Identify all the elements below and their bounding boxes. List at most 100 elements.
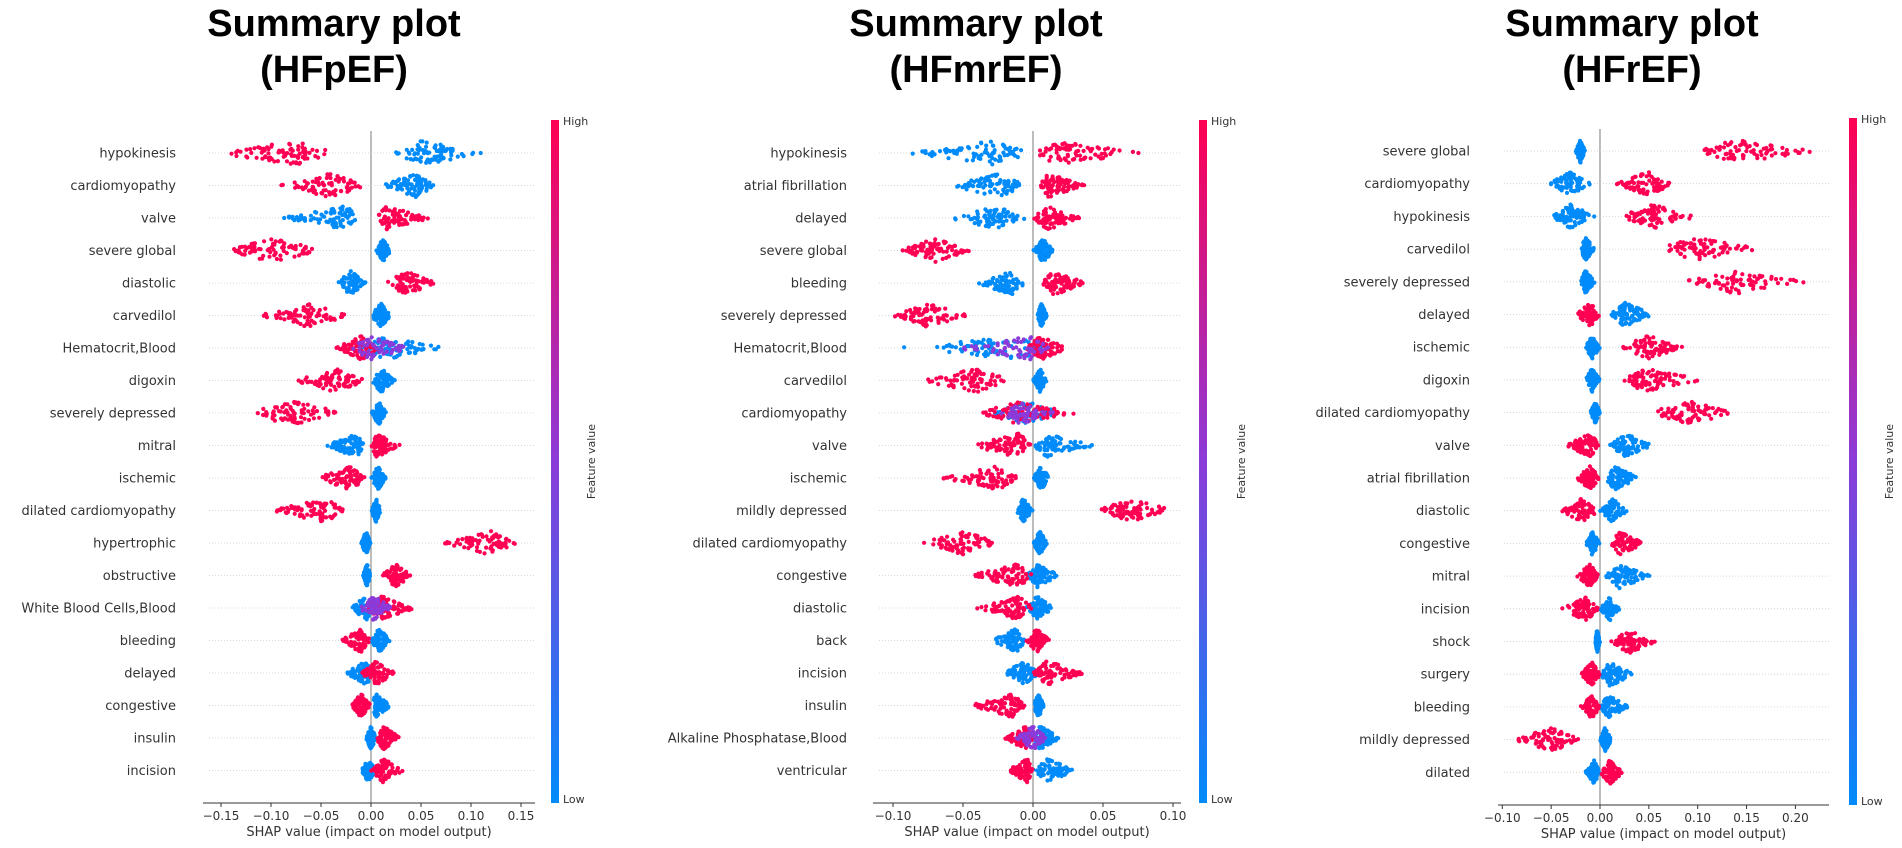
shap-point [399, 272, 404, 277]
shap-point [302, 323, 307, 329]
shap-point [345, 379, 350, 384]
shap-point [361, 598, 366, 604]
shap-point [288, 416, 293, 421]
shap-point [406, 189, 411, 194]
shap-point [344, 375, 349, 380]
shap-point [331, 316, 337, 321]
shap-point [409, 345, 414, 350]
shap-point [919, 248, 924, 253]
feature-row [900, 237, 1055, 264]
shap-point [346, 474, 351, 479]
shap-point [318, 217, 323, 222]
shap-point [306, 314, 311, 319]
shap-point [305, 512, 310, 517]
shap-point [424, 140, 429, 145]
shap-point [287, 312, 292, 317]
shap-point [373, 382, 379, 387]
shap-point [325, 474, 330, 479]
shap-point [969, 351, 975, 356]
shap-point [372, 767, 378, 772]
shap-point [993, 209, 998, 214]
shap-point [387, 736, 392, 741]
feature-label: dilated cardiomyopathy [21, 504, 176, 519]
shap-point [249, 241, 254, 246]
shap-point [971, 389, 976, 394]
shap-point [1063, 157, 1068, 163]
shap-point [397, 348, 402, 353]
shap-point [417, 175, 422, 180]
shap-point [1043, 149, 1048, 154]
shap-point [1067, 147, 1072, 152]
shap-point [448, 157, 453, 162]
shap-point [373, 434, 378, 439]
shap-point [261, 253, 266, 258]
shap-point [308, 323, 313, 328]
shap-point [319, 212, 324, 217]
shap-point [337, 384, 342, 389]
shap-point [308, 213, 313, 218]
shap-point [381, 407, 386, 412]
shap-point [975, 209, 980, 214]
shap-point [293, 244, 298, 249]
shap-point [981, 410, 986, 415]
shap-point [454, 540, 459, 545]
shap-point [356, 630, 361, 635]
shap-point [296, 420, 301, 425]
shap-point [353, 337, 358, 342]
shap-point [364, 537, 370, 542]
shap-point [1130, 149, 1135, 154]
shap-point [373, 701, 378, 706]
shap-point [988, 183, 994, 188]
shap-point [380, 220, 385, 225]
shap-point [253, 248, 258, 253]
shap-point [337, 347, 343, 352]
shap-point [301, 402, 306, 407]
shap-point [958, 339, 963, 345]
shap-point [397, 222, 402, 227]
shap-point [1020, 281, 1025, 286]
shap-point [266, 147, 271, 152]
shap-point [348, 669, 353, 675]
shap-point [1005, 289, 1010, 295]
shap-point [477, 538, 482, 543]
shap-point [1014, 412, 1019, 417]
shap-point [380, 452, 385, 457]
shap-point [967, 146, 972, 151]
shap-point [302, 156, 307, 161]
shap-point [434, 148, 439, 154]
shap-point [261, 412, 266, 418]
shap-point [488, 529, 494, 534]
shap-point [1070, 157, 1075, 162]
shap-point [320, 180, 325, 185]
shap-point [322, 503, 327, 508]
x-tick-label: −0.15 [203, 809, 240, 823]
shap-point [972, 340, 977, 345]
shap-point [324, 316, 329, 321]
shap-point [1011, 346, 1016, 351]
shap-point [1080, 182, 1085, 187]
shap-point [391, 770, 396, 775]
shap-point [1015, 155, 1020, 160]
shap-point [313, 209, 318, 215]
shap-point [381, 446, 387, 451]
shap-point [311, 320, 316, 325]
shap-point [389, 567, 394, 572]
shap-point [277, 311, 282, 316]
shap-point [479, 532, 484, 537]
shap-point [364, 565, 369, 571]
x-tick-label: −0.10 [253, 809, 290, 823]
shap-point [390, 731, 395, 736]
shap-point [237, 245, 243, 250]
shap-point [1005, 353, 1010, 358]
shap-point [947, 349, 952, 355]
shap-point [333, 188, 338, 193]
shap-point [455, 154, 460, 159]
feature-row [274, 497, 382, 524]
shap-point [312, 405, 317, 410]
shap-point [348, 470, 353, 475]
shap-point [966, 388, 971, 393]
shap-point [364, 573, 369, 579]
shap-point [418, 159, 423, 164]
shap-point [244, 147, 249, 152]
